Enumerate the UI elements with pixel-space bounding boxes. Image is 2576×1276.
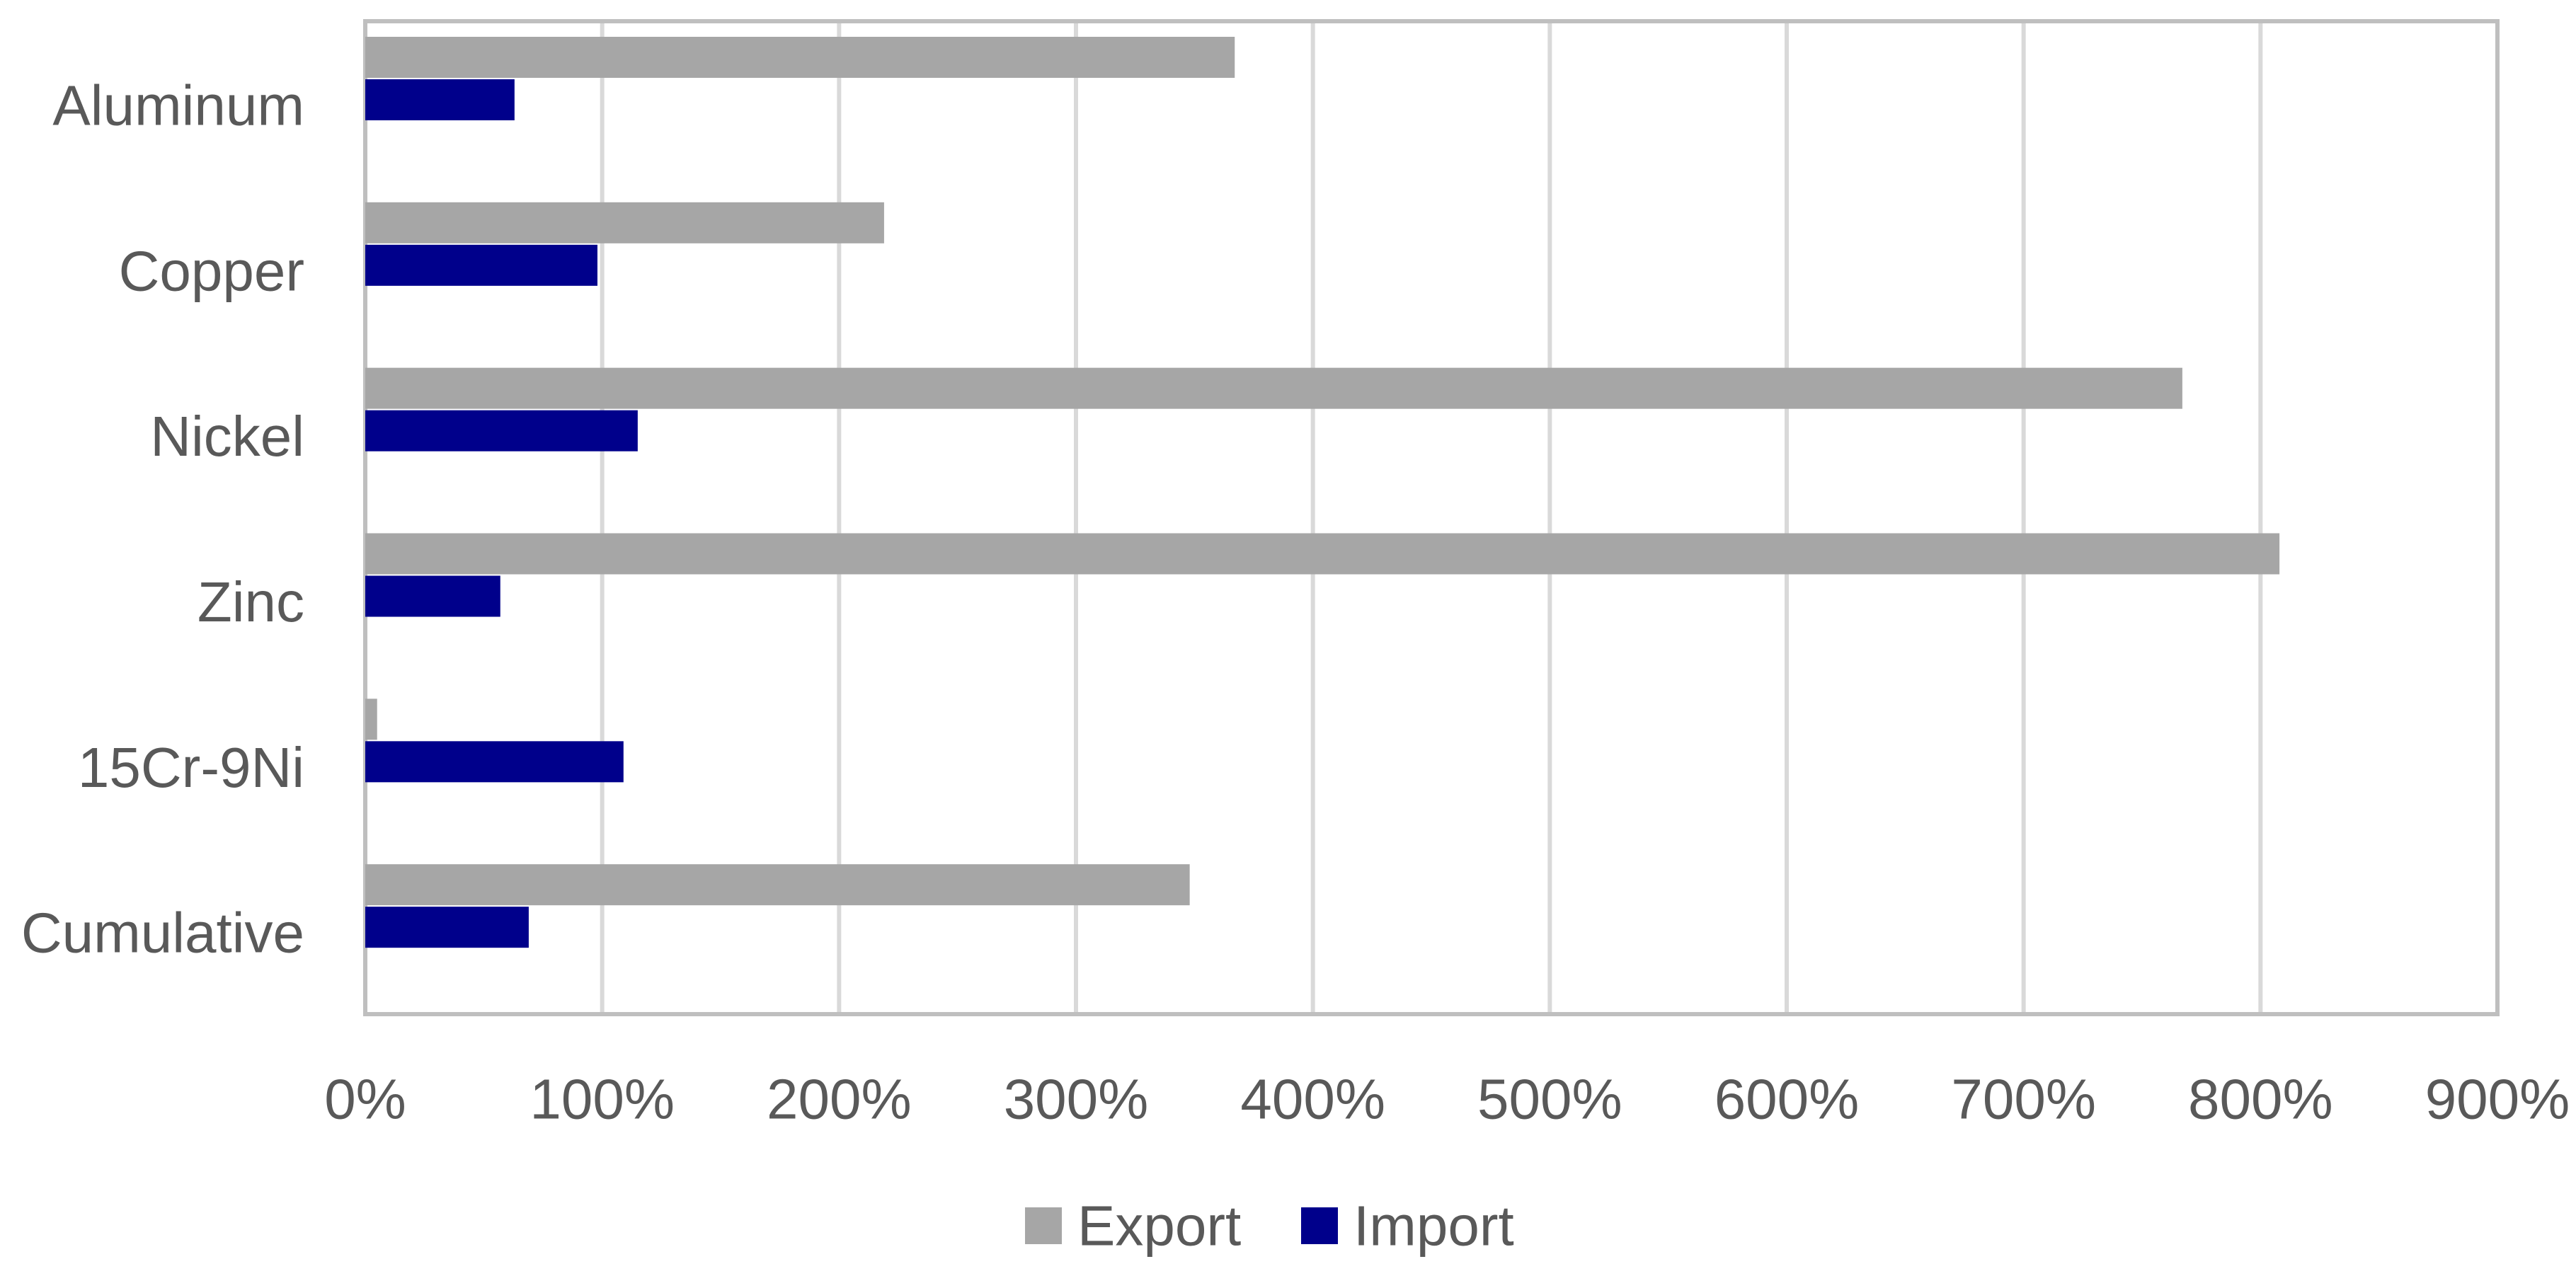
- category-label-nickel: Nickel: [150, 405, 304, 468]
- x-tick-label-2: 200%: [767, 1068, 912, 1131]
- category-label-aluminum: Aluminum: [52, 74, 304, 137]
- x-tick-label-9: 900%: [2425, 1068, 2570, 1131]
- legend-label-import: Import: [1353, 1195, 1514, 1258]
- legend-label-export: Export: [1077, 1195, 1241, 1258]
- legend: Export Import: [1025, 1195, 1514, 1258]
- bar-export-cumulative: [365, 864, 1190, 906]
- bar-import-cumulative: [365, 907, 529, 948]
- bar-import-aluminum: [365, 79, 515, 120]
- bar-import-copper: [365, 244, 597, 286]
- bar-import-nickel: [365, 410, 638, 452]
- bar-export-copper: [365, 202, 884, 243]
- bar-export-aluminum: [365, 37, 1235, 78]
- bar-import-15cr-9ni: [365, 741, 624, 783]
- x-tick-label-6: 600%: [1715, 1068, 1860, 1131]
- bars: [365, 37, 2280, 948]
- legend-swatch-export: [1025, 1207, 1062, 1244]
- x-tick-label-5: 500%: [1477, 1068, 1622, 1131]
- x-tick-label-4: 400%: [1240, 1068, 1385, 1131]
- category-label-15cr-9ni: 15Cr-9Ni: [78, 736, 304, 799]
- x-tick-label-8: 800%: [2188, 1068, 2333, 1131]
- bar-export-nickel: [365, 367, 2182, 409]
- x-axis-tick-labels: 0% 100% 200% 300% 400% 500% 600% 700% 800% 900%: [324, 1068, 2570, 1131]
- bar-import-zinc: [365, 575, 500, 617]
- category-label-copper: Copper: [119, 239, 304, 302]
- bar-export-zinc: [365, 533, 2280, 575]
- x-tick-label-0: 0%: [324, 1068, 406, 1131]
- x-tick-label-7: 700%: [1951, 1068, 2096, 1131]
- bar-export-15cr-9ni: [365, 699, 377, 740]
- category-labels: Aluminum Copper Nickel Zinc 15Cr-9Ni Cumulati…: [21, 74, 304, 964]
- plot-area-frame: [363, 19, 2500, 1016]
- category-label-zinc: Zinc: [198, 570, 304, 633]
- x-tick-label-3: 300%: [1004, 1068, 1149, 1131]
- x-tick-label-1: 100%: [529, 1068, 675, 1131]
- category-label-cumulative: Cumulative: [21, 902, 304, 965]
- gridlines: [600, 21, 2263, 1014]
- legend-swatch-import: [1301, 1207, 1338, 1244]
